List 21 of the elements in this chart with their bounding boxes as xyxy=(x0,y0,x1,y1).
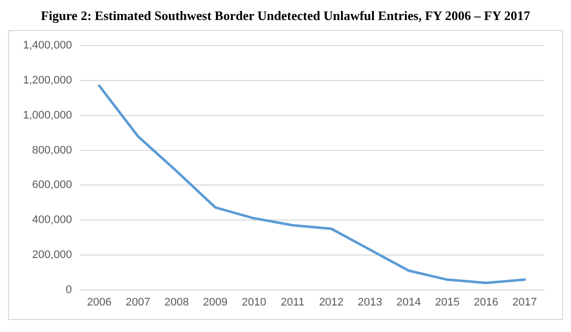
x-tick-label: 2012 xyxy=(319,296,344,308)
x-tick-label: 2016 xyxy=(474,296,498,308)
y-tick-label: 0 xyxy=(66,284,72,296)
x-tick-label: 2015 xyxy=(435,296,460,308)
x-tick-label: 2013 xyxy=(358,296,382,308)
chart-title: Figure 2: Estimated Southwest Border Undetected Unlawful Entries, FY 2006 – FY 2017 xyxy=(40,8,532,24)
x-tick-label: 2007 xyxy=(126,296,150,308)
y-tick-label: 1,200,000 xyxy=(23,74,72,87)
y-tick-label: 1,000,000 xyxy=(23,109,72,122)
x-tick-label: 2014 xyxy=(396,296,421,308)
y-tick-label: 600,000 xyxy=(32,179,72,192)
x-tick-label: 2009 xyxy=(203,296,228,308)
y-tick-label: 1,400,000 xyxy=(23,40,72,52)
y-tick-label: 800,000 xyxy=(32,144,72,156)
y-tick-label: 400,000 xyxy=(32,214,72,226)
x-tick-label: 2008 xyxy=(164,296,189,308)
x-tick-label: 2011 xyxy=(280,296,304,308)
y-tick-label: 200,000 xyxy=(32,248,72,261)
x-tick-label: 2017 xyxy=(512,296,537,308)
x-tick-label: 2006 xyxy=(87,296,112,308)
x-tick-label: 2010 xyxy=(242,296,266,308)
